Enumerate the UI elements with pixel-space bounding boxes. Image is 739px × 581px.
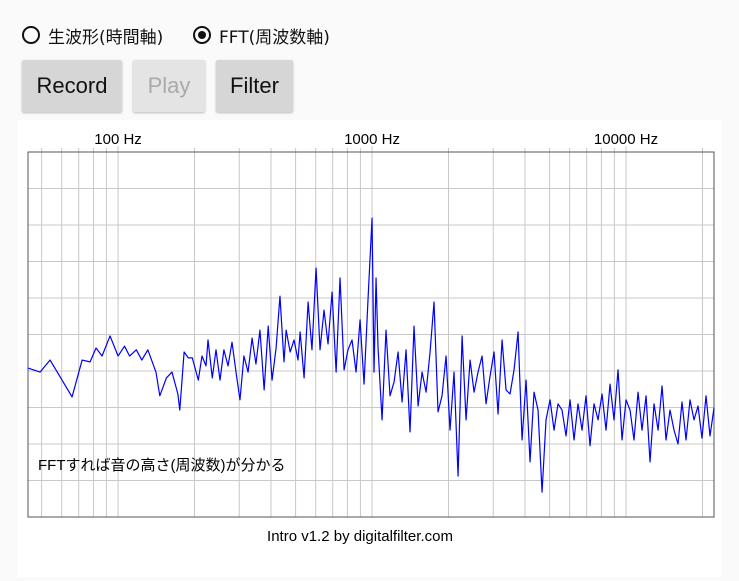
footer: Intro v1.2 by digitalfilter.com — [267, 528, 453, 545]
button[interactable]: Filter — [216, 60, 293, 112]
radio-circle[interactable] — [22, 26, 40, 44]
x-tick-label: 100 Hz — [94, 131, 142, 148]
spectrum-line — [27, 217, 715, 493]
radio-label[interactable]: 生波形(時間軸) — [48, 27, 164, 48]
plot-frame — [27, 151, 715, 518]
annotation: FFTすれば音の高さ(周波数)が分かる — [38, 457, 285, 474]
button: Play — [133, 60, 205, 112]
radio-option[interactable]: 生波形(時間軸) — [22, 22, 163, 48]
radio-label[interactable]: FFT(周波数軸) — [219, 27, 330, 48]
chart-panel: 100 Hz 1000 Hz 10000 Hz FFTすれば音の高さ(周波数)が分かる… — [18, 120, 722, 577]
chart: 100 Hz 1000 Hz 10000 Hz FFTすれば音の高さ(周波数)が分かる… — [27, 131, 715, 545]
radio-option[interactable]: FFT(周波数軸) — [193, 22, 330, 48]
x-tick-label: 1000 Hz — [344, 131, 400, 148]
radio-circle[interactable] — [193, 26, 211, 44]
x-tick-label: 10000 Hz — [594, 131, 658, 148]
button[interactable]: Record — [22, 60, 122, 112]
